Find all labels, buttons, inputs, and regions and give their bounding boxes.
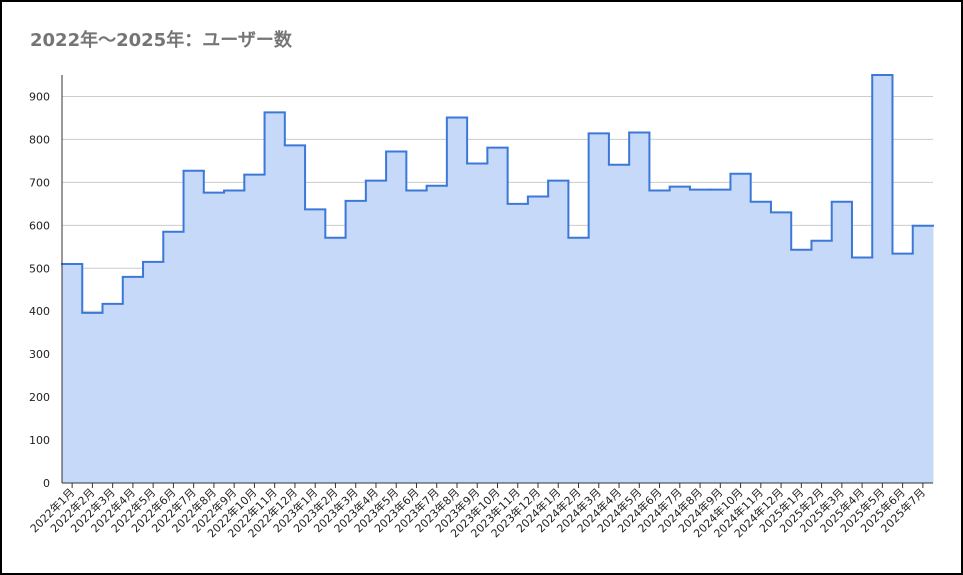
area-step [710,189,731,483]
y-tick-label: 100 [29,434,50,447]
area-step [507,203,529,483]
area-step [872,75,893,483]
area-step [750,201,772,483]
chart-title: 2022年～2025年：ユーザー数 [30,29,293,51]
area-step [649,190,671,483]
area-step [102,303,124,483]
area-step [588,133,610,483]
area-step [912,225,934,483]
area-step [345,200,367,483]
y-tick-label: 900 [29,90,50,103]
area-step [224,190,245,483]
area-step [791,249,812,483]
area-step [568,237,590,483]
y-tick-label: 200 [29,391,50,404]
area-step [689,189,711,483]
area-step [770,212,792,483]
area-step [264,112,286,484]
area-step [82,312,104,483]
area-step [467,163,488,484]
area-step [487,147,509,483]
y-tick-label: 600 [29,219,50,232]
y-tick-label: 700 [29,176,50,189]
area-step [62,263,83,483]
y-tick-label: 500 [29,262,50,275]
area-step [730,173,752,484]
area-step [446,117,468,484]
area-step [143,261,164,483]
area-step [892,253,914,483]
area-step [163,231,185,483]
area-step [203,192,225,484]
area-step [811,240,833,483]
area-step [548,180,569,484]
area-step [305,209,326,483]
area-step [851,257,873,483]
area-step [669,186,691,484]
y-tick-label: 300 [29,348,50,361]
area-step [608,164,630,483]
area-step [527,196,549,483]
area-step [426,185,448,484]
area-step [183,170,205,483]
area-step [406,190,428,483]
area-step [325,237,347,483]
area-step [386,151,407,483]
area-step [122,276,144,483]
area-step [831,201,853,483]
area-step [365,180,387,484]
area-step [244,174,266,484]
area-step [284,145,306,483]
y-tick-label: 0 [43,477,50,490]
y-tick-label: 400 [29,305,50,318]
area-step [629,132,650,483]
y-tick-label: 800 [29,133,50,146]
